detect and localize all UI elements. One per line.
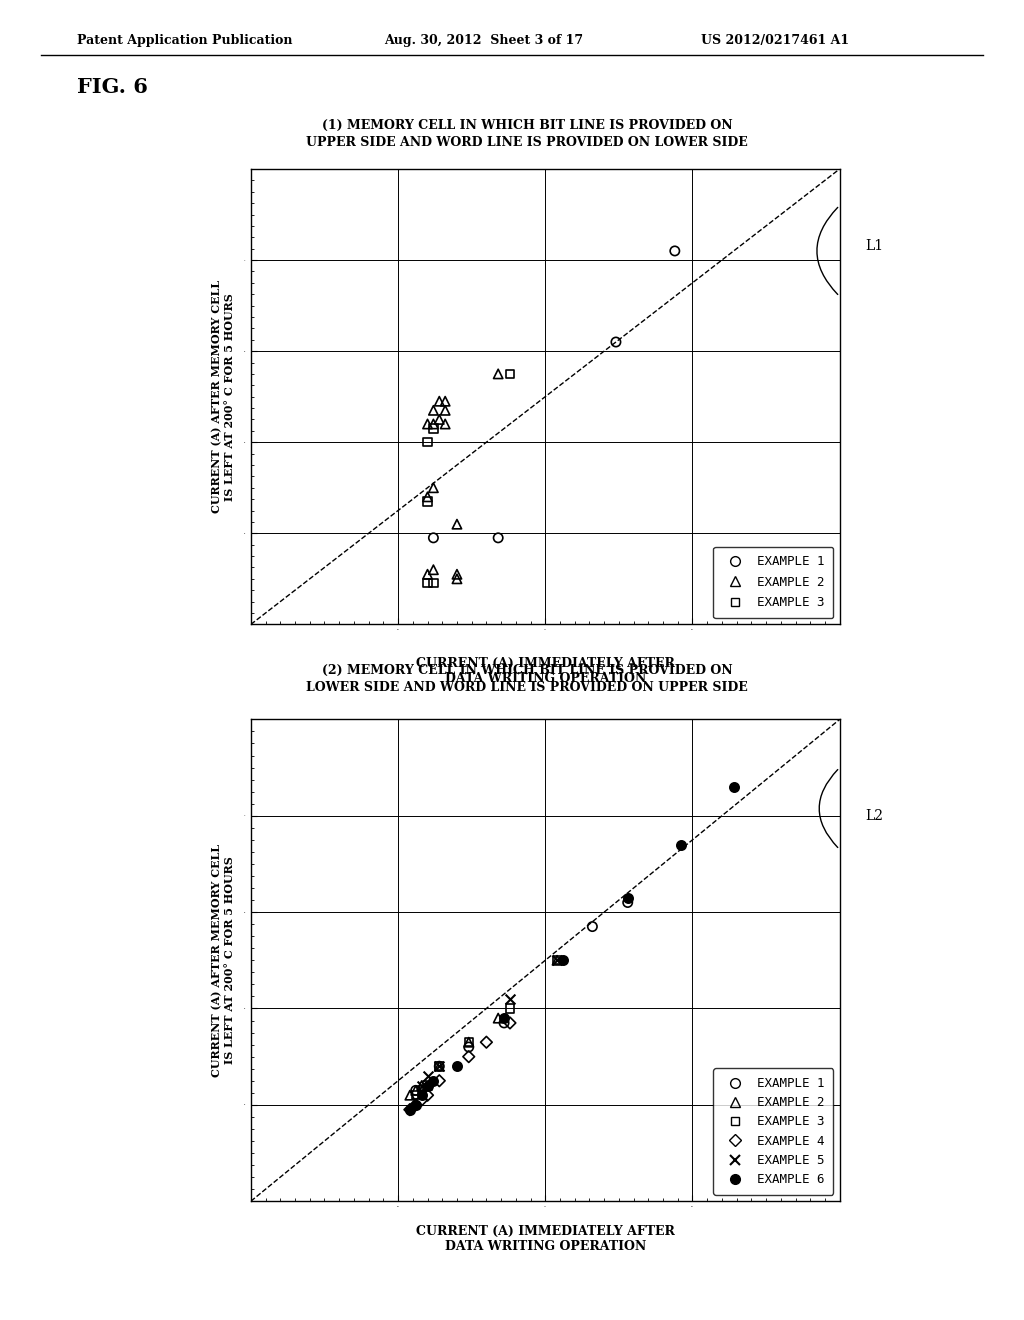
Point bbox=[425, 418, 441, 440]
Text: CURRENT (A) IMMEDIATELY AFTER
DATA WRITING OPERATION: CURRENT (A) IMMEDIATELY AFTER DATA WRITI… bbox=[416, 657, 675, 685]
Point bbox=[420, 1074, 436, 1096]
Point bbox=[620, 887, 636, 908]
Text: Aug. 30, 2012  Sheet 3 of 17: Aug. 30, 2012 Sheet 3 of 17 bbox=[384, 34, 583, 48]
Point bbox=[725, 776, 741, 797]
Text: US 2012/0217461 A1: US 2012/0217461 A1 bbox=[701, 34, 850, 48]
Point bbox=[555, 950, 571, 972]
Point bbox=[549, 950, 565, 972]
Point bbox=[420, 413, 436, 434]
Point bbox=[420, 432, 436, 453]
Point bbox=[449, 564, 465, 585]
Text: L2: L2 bbox=[865, 809, 884, 822]
Point bbox=[437, 391, 454, 412]
Text: CURRENT (A) IMMEDIATELY AFTER
DATA WRITING OPERATION: CURRENT (A) IMMEDIATELY AFTER DATA WRITI… bbox=[416, 1225, 675, 1253]
Point bbox=[414, 1074, 430, 1096]
Point bbox=[549, 950, 565, 972]
Point bbox=[401, 1100, 418, 1121]
Point bbox=[425, 400, 441, 421]
Point bbox=[425, 573, 441, 594]
Point bbox=[496, 1007, 512, 1028]
Point bbox=[496, 1012, 512, 1034]
Point bbox=[584, 916, 600, 937]
Point bbox=[502, 998, 518, 1019]
Point bbox=[489, 527, 506, 548]
Point bbox=[502, 1012, 518, 1034]
Point bbox=[449, 568, 465, 589]
Point bbox=[673, 834, 689, 855]
Text: FIG. 6: FIG. 6 bbox=[77, 77, 147, 96]
Point bbox=[431, 1056, 447, 1077]
Point bbox=[449, 1056, 465, 1077]
Text: (1) MEMORY CELL IN WHICH BIT LINE IS PROVIDED ON: (1) MEMORY CELL IN WHICH BIT LINE IS PRO… bbox=[322, 119, 733, 132]
Text: (2) MEMORY CELL IN WHICH BIT LINE IS PROVIDED ON: (2) MEMORY CELL IN WHICH BIT LINE IS PRO… bbox=[322, 664, 733, 677]
Point bbox=[408, 1094, 424, 1115]
Point bbox=[502, 363, 518, 384]
Point bbox=[489, 363, 506, 384]
Point bbox=[489, 1007, 506, 1028]
Point bbox=[425, 527, 441, 548]
Text: Patent Application Publication: Patent Application Publication bbox=[77, 34, 292, 48]
Point bbox=[408, 1085, 424, 1106]
Point bbox=[420, 1074, 436, 1096]
Point bbox=[414, 1074, 430, 1096]
Point bbox=[449, 513, 465, 535]
Point bbox=[425, 1071, 441, 1092]
Point bbox=[461, 1032, 477, 1053]
Point bbox=[414, 1085, 430, 1106]
Point bbox=[420, 1065, 436, 1086]
Point bbox=[425, 560, 441, 581]
Text: L1: L1 bbox=[865, 239, 884, 253]
Point bbox=[620, 892, 636, 913]
Point bbox=[420, 564, 436, 585]
Point bbox=[437, 413, 454, 434]
Point bbox=[607, 331, 624, 352]
Point bbox=[414, 1089, 430, 1110]
Point bbox=[461, 1032, 477, 1053]
Point bbox=[549, 950, 565, 972]
Point bbox=[431, 1056, 447, 1077]
Point bbox=[461, 1036, 477, 1057]
Point bbox=[461, 1045, 477, 1067]
Point bbox=[431, 1056, 447, 1077]
Point bbox=[437, 400, 454, 421]
Point bbox=[431, 409, 447, 430]
Point bbox=[420, 491, 436, 512]
Text: LOWER SIDE AND WORD LINE IS PROVIDED ON UPPER SIDE: LOWER SIDE AND WORD LINE IS PROVIDED ON … bbox=[306, 681, 749, 694]
Point bbox=[408, 1080, 424, 1101]
Point bbox=[401, 1085, 418, 1106]
Point bbox=[420, 1085, 436, 1106]
Point bbox=[425, 478, 441, 499]
Point bbox=[431, 391, 447, 412]
Y-axis label: CURRENT (A) AFTER MEMORY CELL
IS LEFT AT 200° C FOR 5 HOURS: CURRENT (A) AFTER MEMORY CELL IS LEFT AT… bbox=[212, 280, 236, 513]
Point bbox=[478, 1032, 495, 1053]
Legend: EXAMPLE 1, EXAMPLE 2, EXAMPLE 3: EXAMPLE 1, EXAMPLE 2, EXAMPLE 3 bbox=[714, 546, 834, 618]
Legend: EXAMPLE 1, EXAMPLE 2, EXAMPLE 3, EXAMPLE 4, EXAMPLE 5, EXAMPLE 6: EXAMPLE 1, EXAMPLE 2, EXAMPLE 3, EXAMPLE… bbox=[714, 1068, 834, 1195]
Point bbox=[667, 240, 683, 261]
Point bbox=[420, 573, 436, 594]
Point bbox=[420, 486, 436, 507]
Point bbox=[425, 413, 441, 434]
Point bbox=[431, 1056, 447, 1077]
Point bbox=[414, 1080, 430, 1101]
Y-axis label: CURRENT (A) AFTER MEMORY CELL
IS LEFT AT 200° C FOR 5 HOURS: CURRENT (A) AFTER MEMORY CELL IS LEFT AT… bbox=[212, 843, 236, 1077]
Point bbox=[408, 1080, 424, 1101]
Point bbox=[408, 1094, 424, 1115]
Text: UPPER SIDE AND WORD LINE IS PROVIDED ON LOWER SIDE: UPPER SIDE AND WORD LINE IS PROVIDED ON … bbox=[306, 136, 749, 149]
Point bbox=[431, 1071, 447, 1092]
Point bbox=[502, 989, 518, 1010]
Point bbox=[401, 1100, 418, 1121]
